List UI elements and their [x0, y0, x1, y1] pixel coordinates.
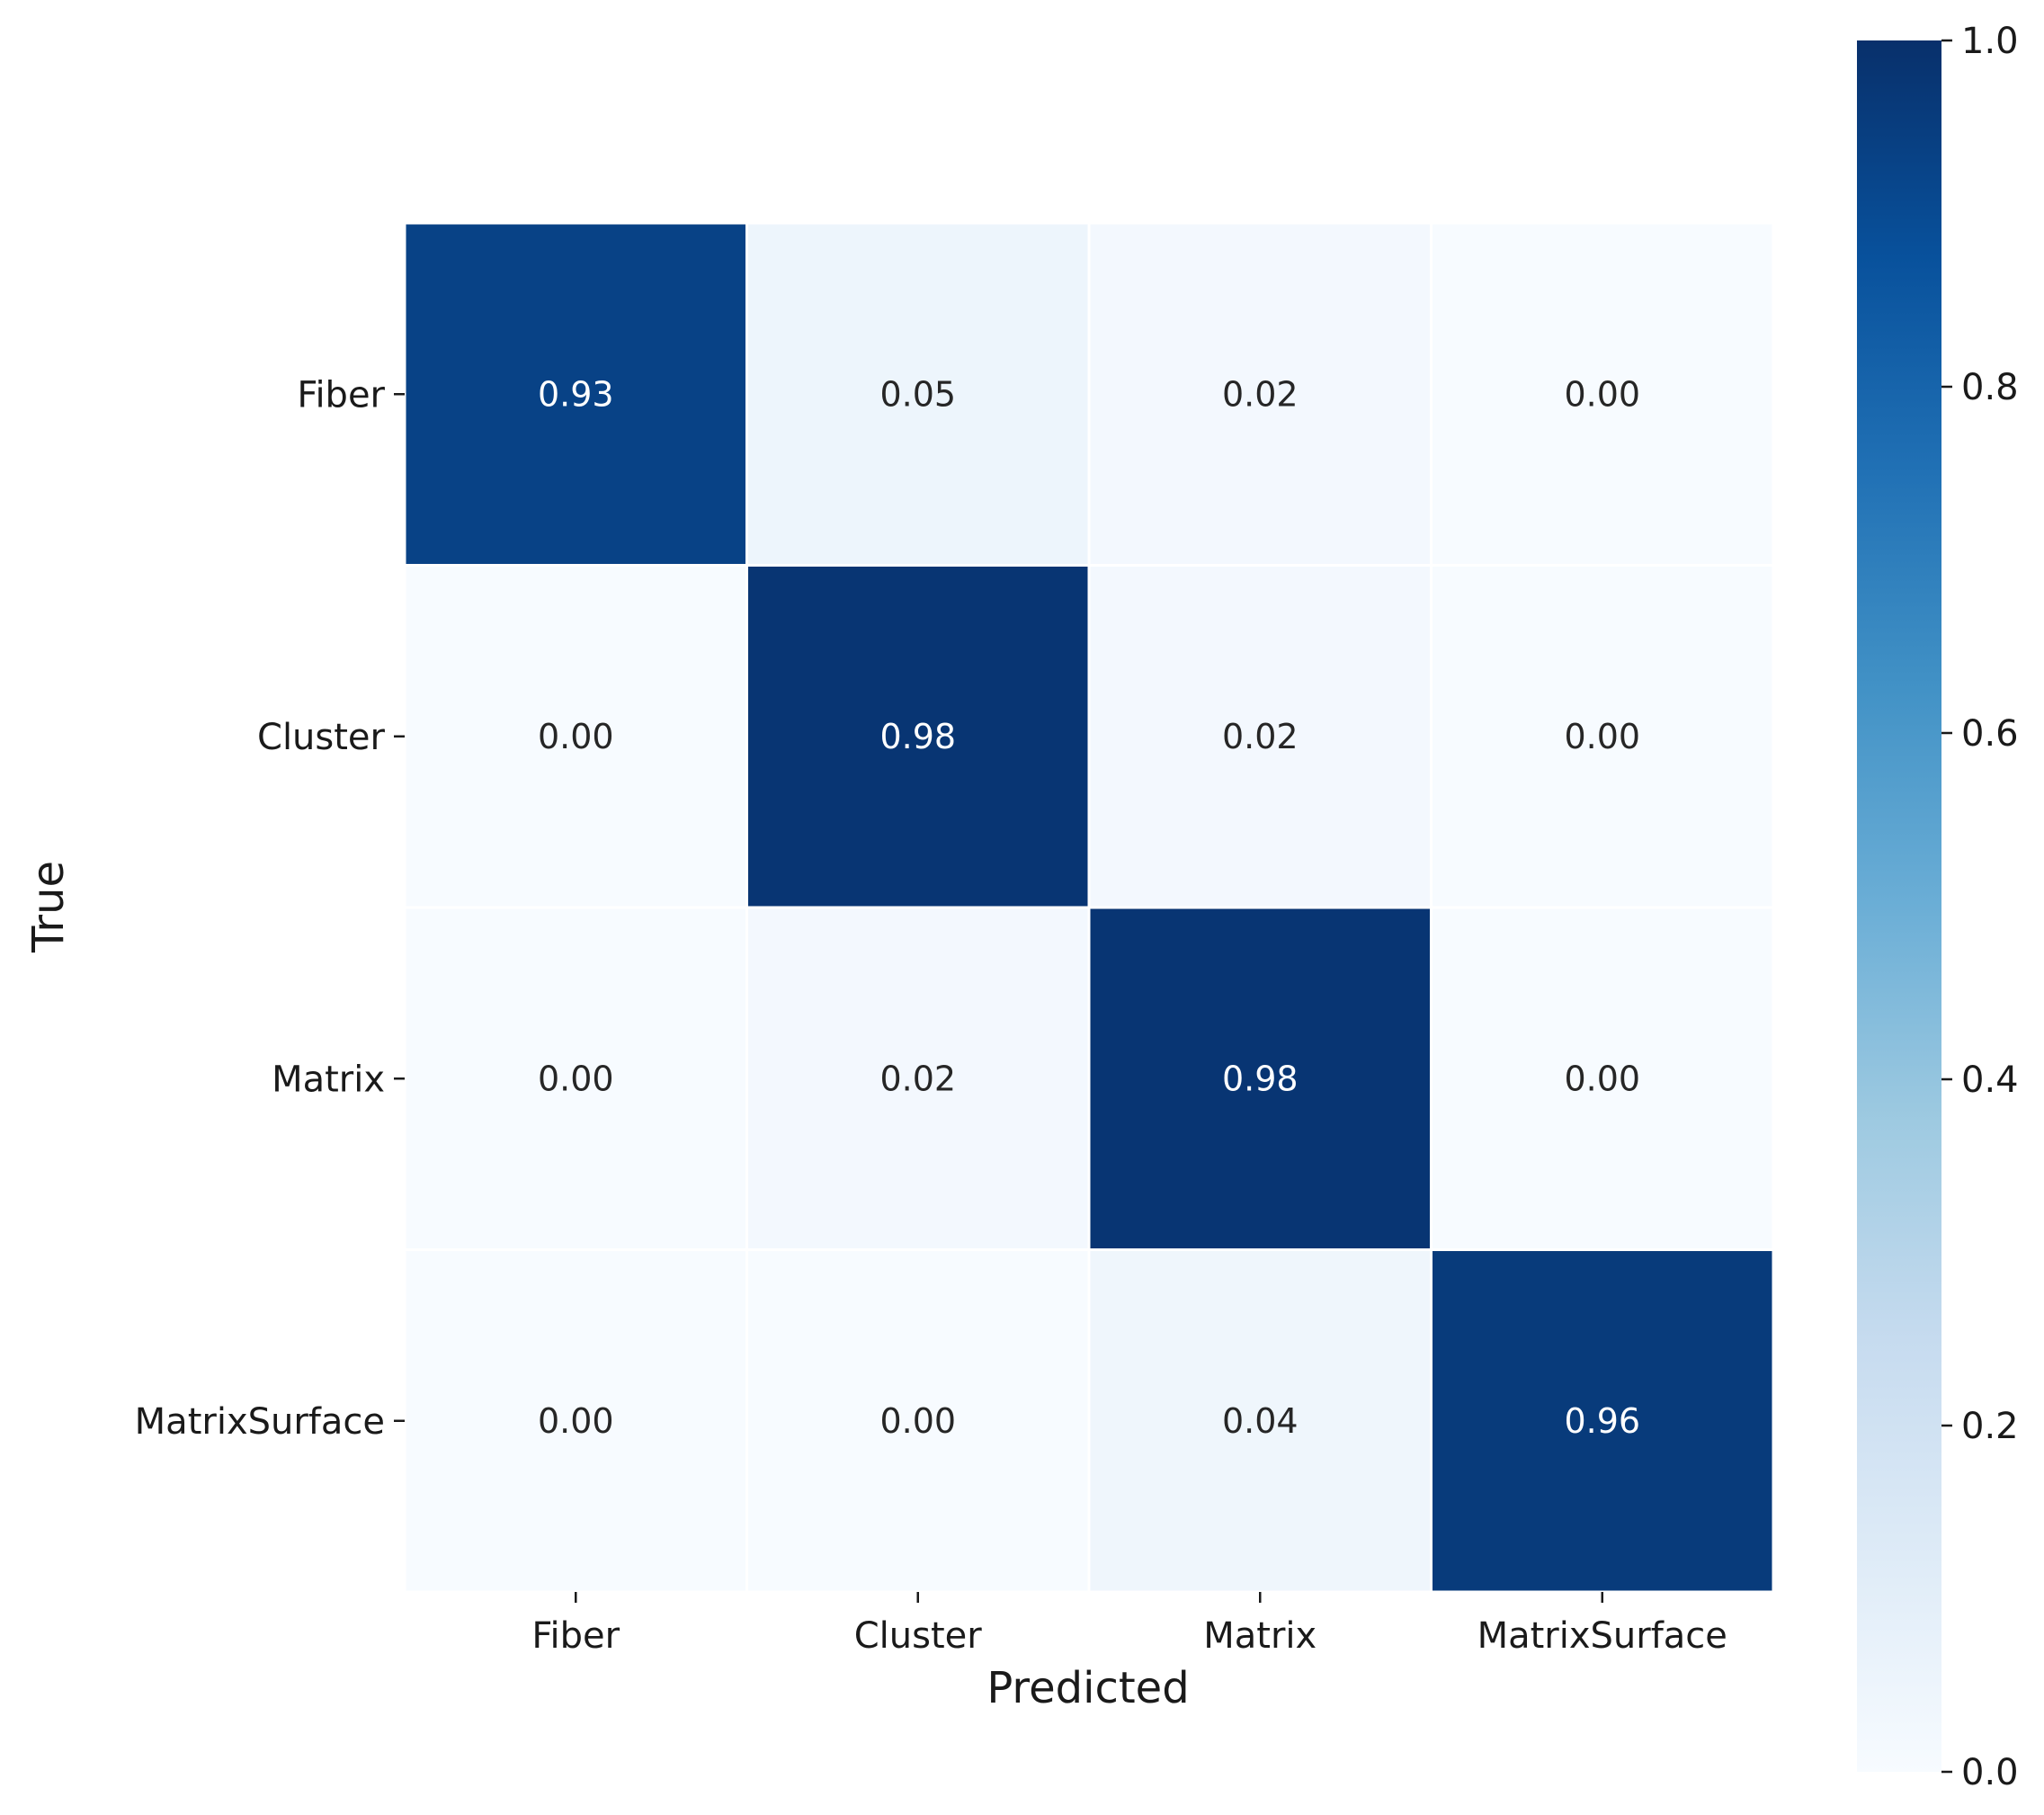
y-axis-title: True	[23, 861, 74, 953]
cell-value-label-fiber-matrix: 0.02	[1222, 374, 1299, 414]
cell-value-label-cluster-cluster: 0.98	[879, 717, 956, 756]
cell-value-label-matrixsurface-matrix: 0.04	[1222, 1401, 1299, 1441]
x-tick-label-matrix: Matrix	[1203, 1615, 1317, 1657]
cell-matrixsurface-cluster	[745, 1248, 1091, 1594]
colorbar-tick-label-1: 0.2	[1961, 1406, 2019, 1447]
colorbar-tick-label-5: 1.0	[1961, 21, 2019, 62]
cell-value-label-matrixsurface-matrixsurface: 0.96	[1564, 1401, 1640, 1441]
x-tick-label-cluster: Cluster	[854, 1615, 983, 1657]
x-tick-label-fiber: Fiber	[531, 1615, 620, 1657]
cell-matrixsurface-matrix	[1087, 1248, 1433, 1594]
cell-value-label-cluster-fiber: 0.00	[538, 717, 614, 756]
y-axis: Fiber Cluster Matrix MatrixSurface	[135, 374, 405, 1443]
x-axis-title: Predicted	[986, 1663, 1189, 1713]
cell-matrix-cluster	[745, 906, 1091, 1251]
cell-cluster-matrixsurface	[1430, 564, 1775, 909]
colorbar-tick-label-0: 0.0	[1961, 1752, 2019, 1793]
cell-value-label-fiber-fiber: 0.93	[538, 374, 614, 414]
cell-value-label-matrix-fiber: 0.00	[538, 1059, 614, 1098]
x-tick-label-matrixsurface: MatrixSurface	[1477, 1615, 1727, 1657]
y-tick-label-matrixsurface: MatrixSurface	[135, 1401, 385, 1443]
cell-fiber-fiber	[403, 221, 748, 567]
cell-value-label-matrix-cluster: 0.02	[879, 1059, 956, 1098]
colorbar-tick-label-3: 0.6	[1961, 713, 2019, 755]
cell-cluster-cluster	[745, 564, 1091, 909]
cell-fiber-cluster	[745, 221, 1091, 567]
cell-value-label-fiber-cluster: 0.05	[879, 374, 956, 414]
cell-value-label-matrixsurface-fiber: 0.00	[538, 1401, 614, 1441]
colorbar-tick-label-2: 0.4	[1961, 1059, 2019, 1101]
cell-value-label-matrix-matrixsurface: 0.00	[1564, 1059, 1640, 1098]
heatmap-cells	[403, 221, 1775, 1594]
x-axis: Fiber Cluster Matrix MatrixSurface	[531, 1592, 1727, 1657]
cell-fiber-matrix	[1087, 221, 1433, 567]
cell-matrixsurface-fiber	[403, 1248, 748, 1594]
cell-matrix-matrixsurface	[1430, 906, 1775, 1251]
colorbar-gradient	[1857, 40, 1941, 1772]
colorbar-tick-label-4: 0.8	[1961, 367, 2019, 408]
y-tick-label-cluster: Cluster	[257, 717, 386, 758]
cell-cluster-fiber	[403, 564, 748, 909]
cell-value-labels: 0.93 0.05 0.02 0.00 0.00 0.98 0.02 0.00 0.00 0.02…	[538, 374, 1640, 1441]
cell-value-label-matrix-matrix: 0.98	[1222, 1059, 1299, 1098]
cell-matrixsurface-matrixsurface	[1430, 1248, 1775, 1594]
colorbar: 0.0 0.2 0.4 0.6 0.8 1.0	[1857, 21, 2019, 1793]
cell-fiber-matrixsurface	[1430, 221, 1775, 567]
cell-value-label-matrixsurface-cluster: 0.00	[879, 1401, 956, 1441]
y-tick-label-matrix: Matrix	[272, 1059, 385, 1100]
cell-value-label-fiber-matrixsurface: 0.00	[1564, 374, 1640, 414]
cell-value-label-cluster-matrixsurface: 0.00	[1564, 717, 1640, 756]
y-tick-label-fiber: Fiber	[297, 374, 385, 416]
cell-value-label-cluster-matrix: 0.02	[1222, 717, 1299, 756]
